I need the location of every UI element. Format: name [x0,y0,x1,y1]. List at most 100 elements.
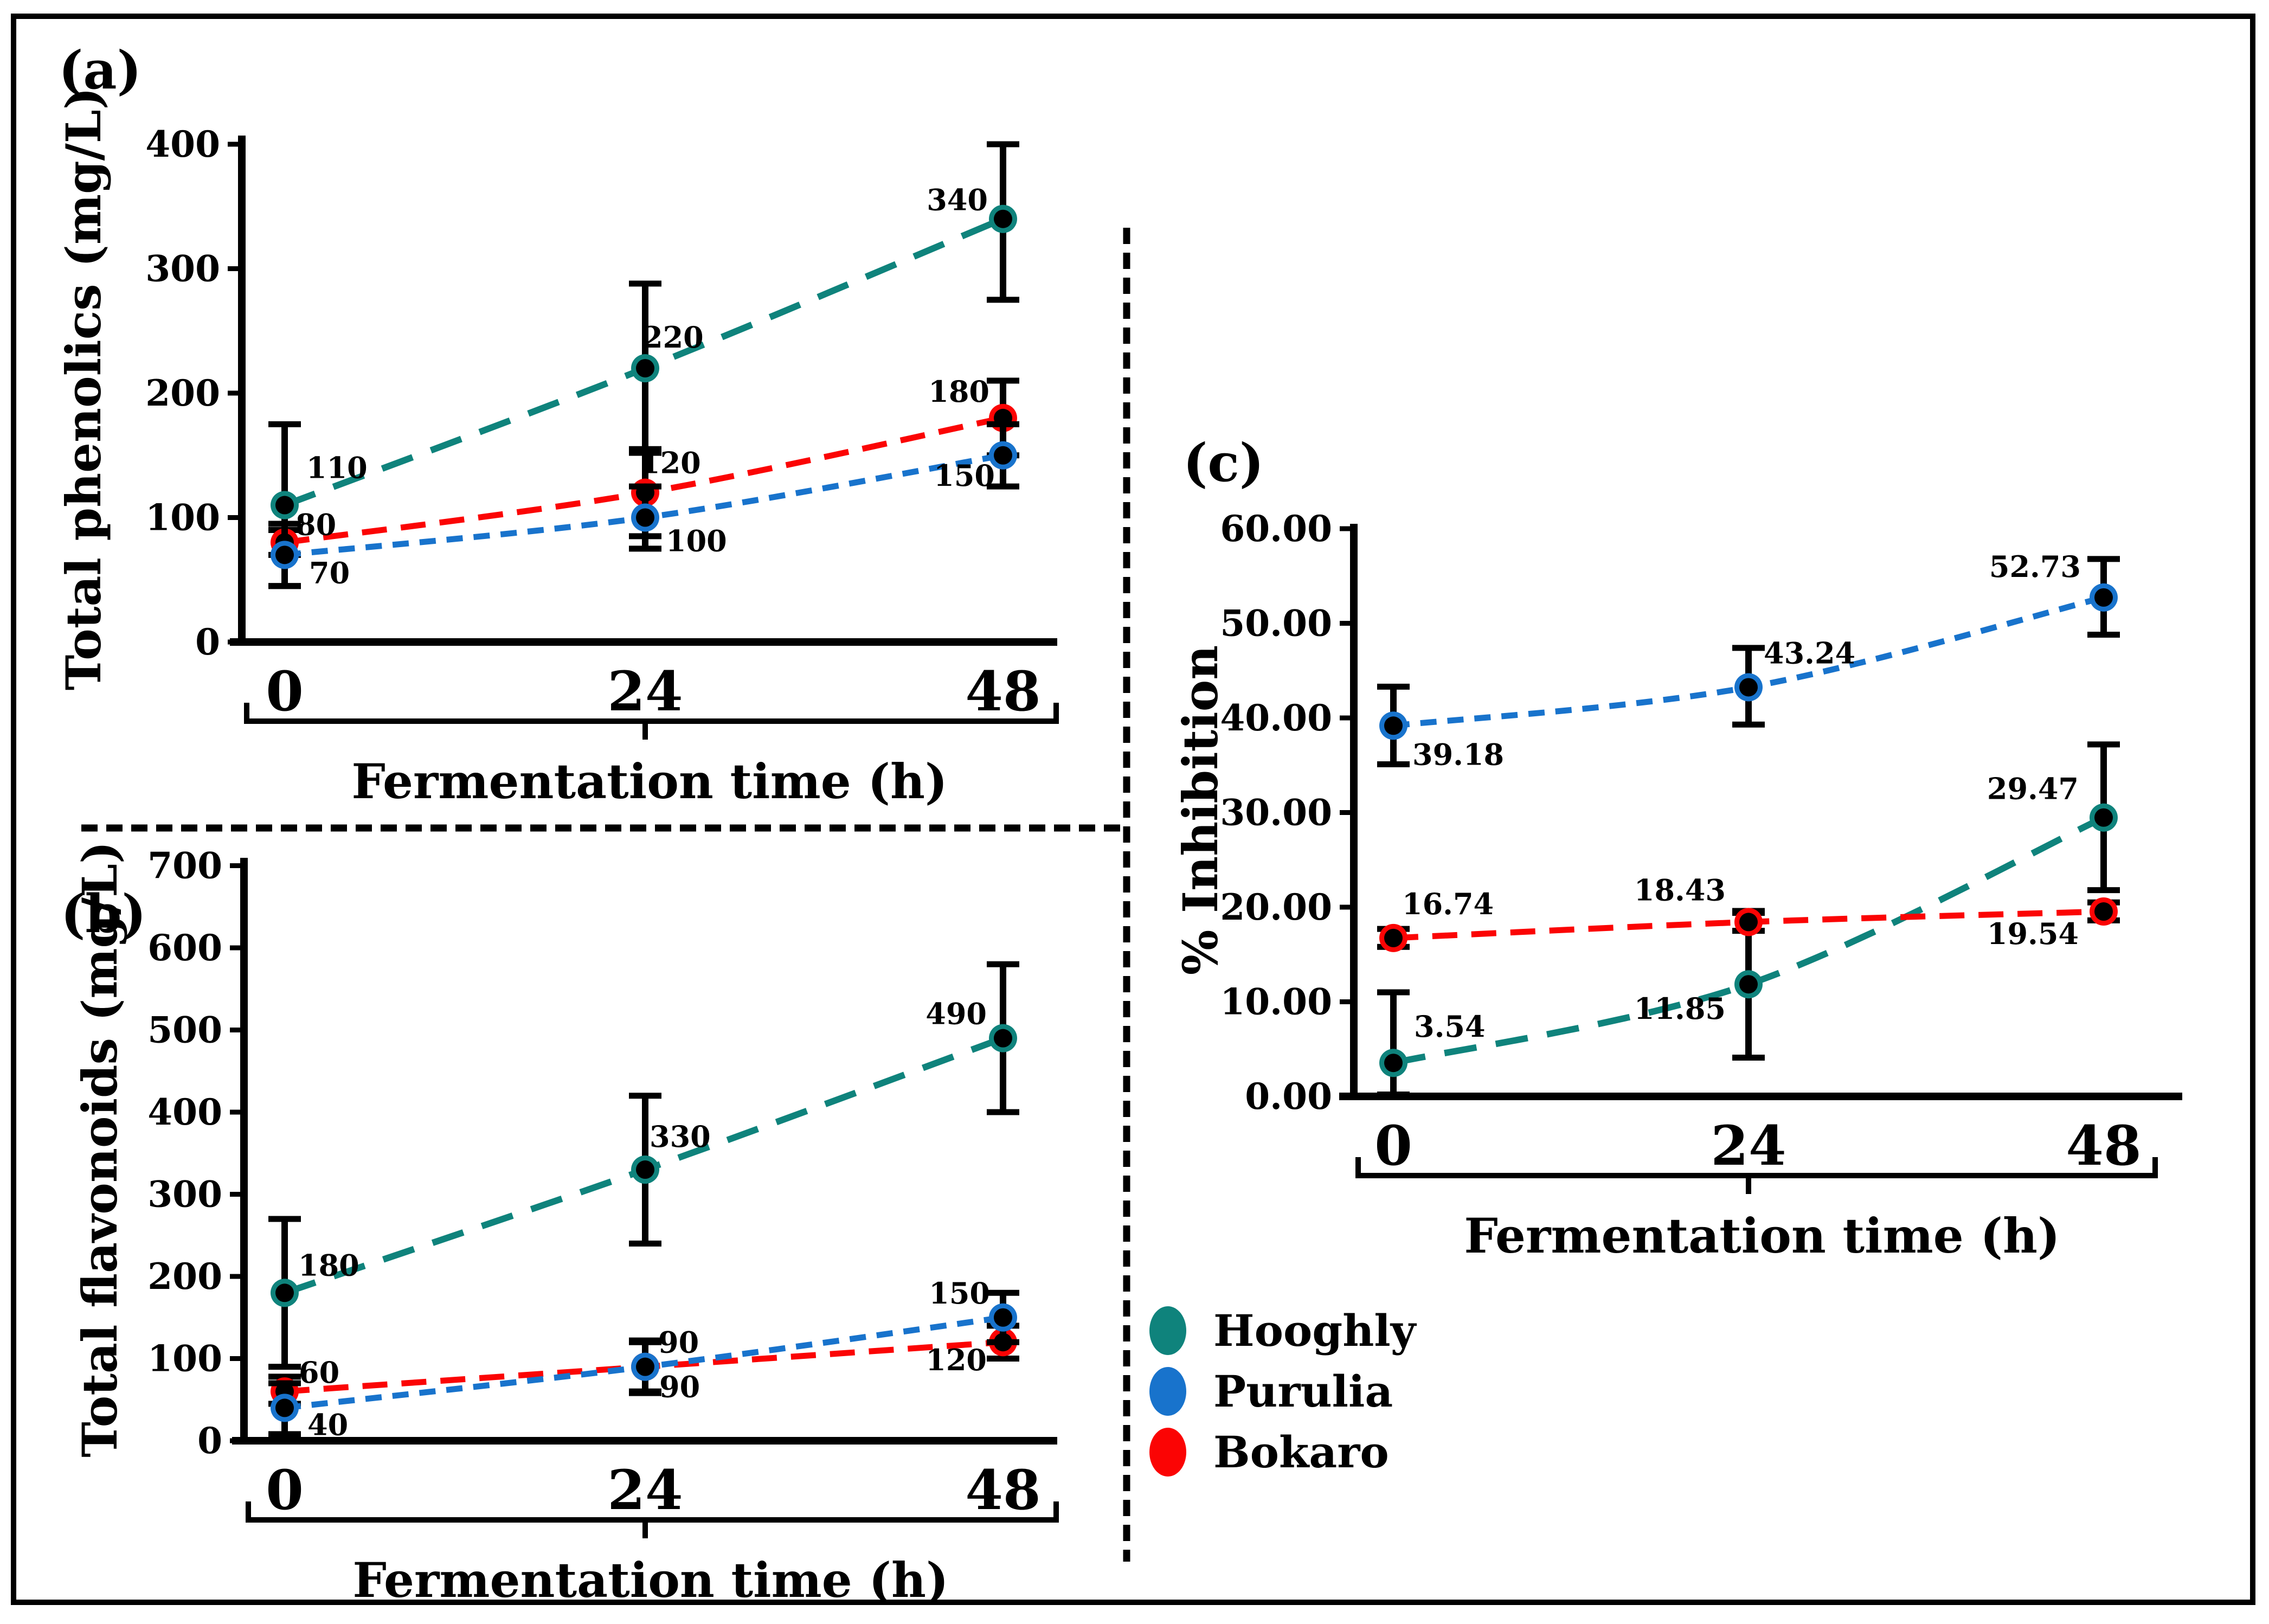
data-point [275,1398,294,1417]
data-label: 18.43 [1634,872,1726,907]
data-label: 330 [650,1119,711,1154]
data-point [1384,716,1403,735]
x-axis-bracket [244,703,1059,724]
data-label: 16.74 [1402,887,1494,921]
x-axis-title: Fermentation time (h) [1464,1208,2060,1264]
y-tick-label: 0.00 [1245,1075,1332,1118]
data-point [1384,928,1403,947]
y-tick-label: 300 [147,1173,222,1216]
data-point [636,508,654,527]
x-tick-label: 48 [965,1458,1040,1522]
legend-label: Hooghly [1213,1305,1416,1356]
figure-border [11,14,2255,1605]
data-label: 11.85 [1634,991,1726,1026]
x-tick-label: 48 [2066,1114,2141,1178]
data-point [2094,902,2113,921]
data-label: 3.54 [1414,1009,1486,1044]
data-label: 150 [934,458,995,493]
chart-a: 0 100 200 300 400 0 24 48 Fermentation time (h) T… [55,87,1059,810]
hooghly-marker-icon [1149,1306,1186,1355]
data-label: 43.24 [1764,636,1855,670]
data-label: 180 [298,1248,359,1282]
data-point [1384,1054,1403,1073]
data-point [275,496,294,515]
y-tick-label: 600 [147,927,222,969]
data-label: 90 [659,1370,700,1404]
y-tick-label: 20.00 [1220,886,1332,928]
y-tick-label: 400 [145,123,220,165]
x-axis-bracket [1355,1157,2158,1178]
bokaro-marker-icon [1149,1428,1186,1477]
y-axis-title: Total phenolics (mg/L) [55,87,112,691]
legend-item-bokaro: Bokaro [1149,1427,1389,1477]
data-label: 29.47 [1987,772,2079,806]
data-label: 90 [658,1325,699,1360]
data-point [1739,975,1758,994]
data-point [994,446,1012,465]
y-tick-label: 30.00 [1220,792,1332,834]
data-label: 180 [928,374,989,409]
y-tick-label: 10.00 [1220,981,1332,1023]
y-tick-label: 700 [147,845,222,887]
x-tick-label: 48 [965,659,1040,723]
y-tick-label: 200 [147,1255,222,1298]
y-axis-title: Total flavonoids (mg/L) [72,841,128,1457]
x-tick-label: 0 [1374,1114,1412,1178]
data-point [636,1357,654,1376]
legend-item-hooghly: Hooghly [1149,1306,1416,1356]
data-label: 150 [929,1276,990,1311]
x-axis-title: Fermentation time (h) [351,753,947,810]
x-tick-label: 0 [266,659,304,723]
y-tick-label: 0 [195,621,220,663]
x-axis-title: Fermentation time (h) [352,1552,948,1608]
data-label: 19.54 [1987,916,2079,951]
data-point [275,545,294,564]
data-point [1739,678,1758,697]
data-label: 110 [306,451,368,485]
data-label: 70 [309,555,350,590]
data-label: 220 [642,320,704,355]
data-label: 80 [295,507,336,542]
data-label: 100 [666,524,727,559]
data-point [994,209,1012,228]
series-hooghly: 110 220 340 [268,141,1019,589]
data-point [2094,588,2113,607]
y-tick-label: 50.00 [1220,602,1332,645]
y-tick-label: 40.00 [1220,697,1332,739]
y-tick-label: 60.00 [1220,508,1332,550]
data-point [1739,913,1758,932]
data-label: 39.18 [1412,737,1504,772]
x-tick-label: 24 [607,1458,683,1522]
data-point [2094,808,2113,827]
data-label: 120 [640,446,701,480]
data-point [994,1308,1012,1327]
legend-label: Purulia [1213,1366,1393,1417]
series-hooghly: 180 330 490 [268,961,1019,1370]
y-tick-label: 0 [197,1420,222,1462]
panel-letter-a: (a) [59,40,142,101]
data-label: 490 [925,997,987,1031]
x-tick-label: 0 [266,1458,304,1522]
data-point [636,359,654,378]
x-tick-label: 24 [607,659,683,723]
x-tick-label: 24 [1711,1114,1786,1178]
y-axis-title: % Inhibition [1172,645,1229,975]
x-axis-bracket [246,1501,1059,1523]
panel-letter-c: (c) [1183,432,1264,493]
y-tick-label: 400 [147,1091,222,1133]
data-label: 60 [299,1355,339,1390]
series-bokaro: 16.74 18.43 19.54 [1377,872,2120,952]
purulia-marker-icon [1149,1367,1186,1416]
legend-item-purulia: Purulia [1149,1366,1393,1416]
chart-b: 0 100 200 300 400 500 600 700 0 24 48 Fermentation … [72,841,1059,1608]
data-label: 120 [925,1343,987,1377]
y-tick-label: 100 [145,497,220,539]
panel-letter-b: (b) [61,883,146,945]
data-label: 40 [307,1407,348,1442]
data-point [636,1160,654,1179]
data-label: 340 [927,183,988,217]
series-purulia: 70 100 150 [268,421,1019,590]
legend-label: Bokaro [1213,1427,1389,1478]
y-tick-label: 300 [145,248,220,290]
